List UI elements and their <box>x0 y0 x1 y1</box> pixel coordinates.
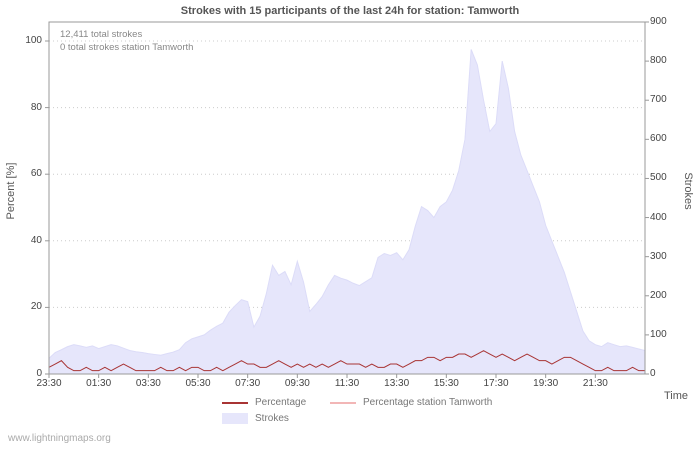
left-axis-title: Percent [%] <box>5 162 17 220</box>
right-axis-tick-label: 300 <box>650 250 667 262</box>
right-axis-tick-label: 600 <box>650 133 667 145</box>
left-axis-tick-label: 0 <box>36 368 42 379</box>
legend-label-strokes: Strokes <box>255 413 289 424</box>
left-axis-tick-label: 40 <box>30 234 42 246</box>
right-axis-tick-label: 100 <box>650 328 667 340</box>
x-axis-tick-label: 15:30 <box>433 378 459 389</box>
x-axis-title: Time <box>663 390 688 402</box>
right-axis-tick-label: 700 <box>650 94 667 106</box>
strokes-area-swatch <box>222 413 248 424</box>
right-axis-tick-label: 500 <box>650 172 667 184</box>
right-axis-tick-label: 0 <box>650 368 656 379</box>
legend-item-station-percentage: Percentage station Tamworth <box>330 397 492 408</box>
x-axis-tick-label: 03:30 <box>135 378 161 389</box>
station-strokes-annotation: 0 total strokes station Tamworth <box>60 42 194 53</box>
x-axis-tick-label: 21:30 <box>582 378 608 389</box>
right-axis-tick-label: 400 <box>650 211 667 223</box>
left-axis-tick-label: 80 <box>30 101 42 113</box>
left-axis-tick-label: 20 <box>30 301 42 313</box>
percentage-line-swatch <box>222 401 248 404</box>
x-axis-tick-label: 23:30 <box>36 378 62 389</box>
x-axis-tick-label: 07:30 <box>235 378 261 389</box>
legend-item-percentage: Percentage <box>222 397 306 408</box>
legend-label-station-percentage: Percentage station Tamworth <box>363 397 493 408</box>
x-axis-tick-label: 05:30 <box>185 378 211 389</box>
right-axis-tick-label: 200 <box>650 289 667 301</box>
chart-title: Strokes with 15 participants of the last… <box>180 5 520 17</box>
x-axis-tick-label: 17:30 <box>483 378 509 389</box>
right-axis-title: Strokes <box>682 172 694 210</box>
left-axis-tick-label: 60 <box>30 168 42 180</box>
x-axis-tick-label: 11:30 <box>334 378 360 389</box>
station-line-swatch <box>330 401 356 404</box>
left-axis-tick-label: 100 <box>25 35 42 46</box>
total-strokes-annotation: 12,411 total strokes <box>60 29 143 40</box>
x-axis-tick-label: 01:30 <box>86 378 112 389</box>
right-axis-tick-label: 800 <box>650 55 667 67</box>
right-axis-tick-label: 900 <box>650 16 667 27</box>
legend-item-strokes: Strokes <box>222 413 289 424</box>
x-axis-tick-label: 13:30 <box>384 378 410 389</box>
x-axis-tick-label: 09:30 <box>284 378 310 389</box>
legend-label-percentage: Percentage <box>255 397 307 408</box>
footer-link[interactable]: www.lightningmaps.org <box>8 433 111 444</box>
x-axis-tick-label: 19:30 <box>533 378 559 389</box>
